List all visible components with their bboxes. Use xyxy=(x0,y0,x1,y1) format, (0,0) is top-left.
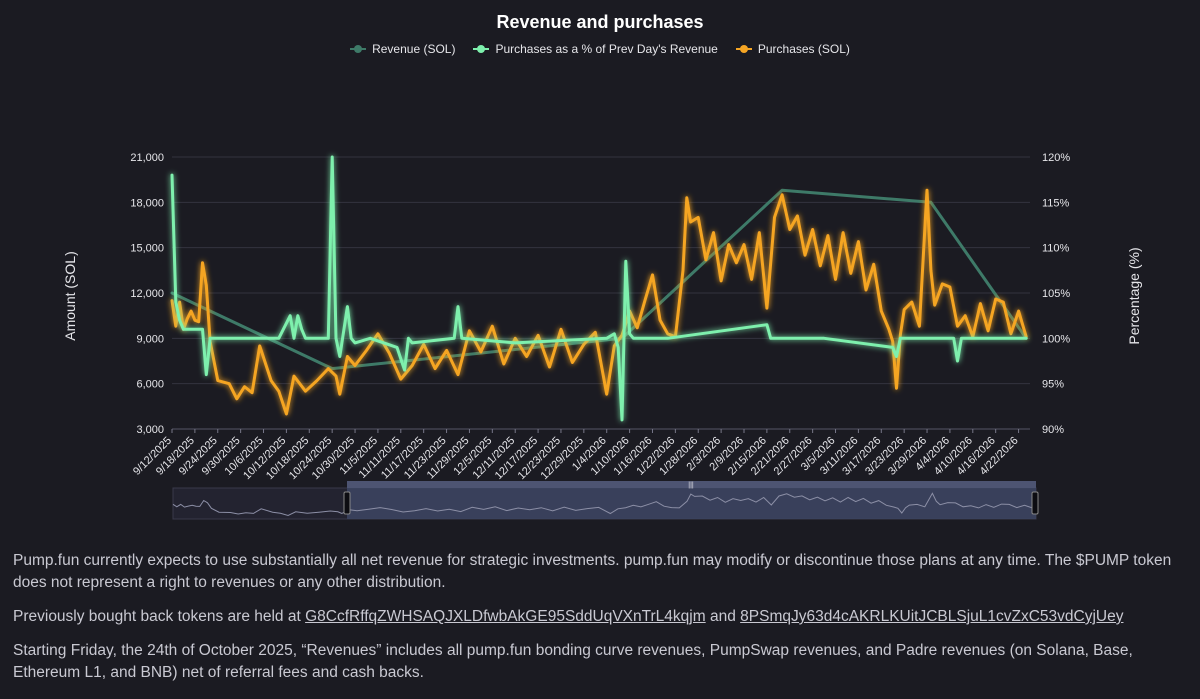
navigator-sparkline xyxy=(172,492,1033,517)
address-link-1[interactable]: G8CcfRffqZWHSAQJXLDfwbAkGE95SddUqVXnTrL4… xyxy=(305,608,706,625)
legend-swatch-revenue xyxy=(350,44,367,54)
y-tick-left: 12,000 xyxy=(130,288,164,300)
navigator-right-handle[interactable] xyxy=(1031,491,1039,515)
note-investments: Pump.fun currently expects to use substa… xyxy=(13,552,1172,591)
navigator-left-handle[interactable] xyxy=(343,491,351,515)
legend-swatch-purchase-pct xyxy=(473,44,490,54)
y-tick-right: 120% xyxy=(1042,152,1070,164)
series-revenue-line xyxy=(170,188,1028,371)
series-purchase-pct-line xyxy=(170,155,1028,422)
note-addresses-prefix: Previously bought back tokens are held a… xyxy=(13,608,306,625)
series-layer xyxy=(170,155,1028,422)
grid-layer xyxy=(172,156,1030,430)
note-addresses: Previously bought back tokens are held a… xyxy=(13,606,1188,628)
legend-label-purchase-pct: Purchases as a % of Prev Day's Revenue xyxy=(495,42,718,56)
y-tick-right: 115% xyxy=(1042,197,1070,209)
y-tick-left: 9,000 xyxy=(136,333,164,345)
chart-title: Revenue and purchases xyxy=(496,12,704,32)
address-link-2[interactable]: 8PSmqJy63d4cAKRLKUitJCBLSjuL1cvZxC53vdCy… xyxy=(740,608,1124,625)
y-tick-left: 21,000 xyxy=(130,152,164,164)
note-revenue-definition: Starting Friday, the 24th of October 202… xyxy=(13,642,1133,681)
chart-legend: Revenue (SOL) Purchases as a % of Prev D… xyxy=(0,42,1200,56)
legend-label-purchases: Purchases (SOL) xyxy=(757,42,850,56)
legend-item-revenue[interactable]: Revenue (SOL) xyxy=(350,42,455,56)
series-purchases-line xyxy=(170,188,1028,416)
y-tick-left: 6,000 xyxy=(136,379,164,391)
chart-svg: 21,000 120% 18,000 115% 15,000 110% 12,000 105%… xyxy=(130,152,1070,520)
disclaimer-notes: Pump.fun currently expects to use substa… xyxy=(13,550,1188,696)
y-tick-right: 90% xyxy=(1042,424,1064,436)
legend-swatch-purchases xyxy=(735,44,752,54)
y-tick-right: 105% xyxy=(1042,288,1070,300)
legend-label-revenue: Revenue (SOL) xyxy=(372,42,456,56)
range-navigator[interactable]: ||| xyxy=(172,481,1039,520)
navigator-grip-icon: ||| xyxy=(688,482,694,489)
legend-item-purchases[interactable]: Purchases (SOL) xyxy=(735,42,850,56)
y-tick-right: 100% xyxy=(1042,333,1070,345)
y-tick-left: 18,000 xyxy=(130,197,164,209)
y-tick-left: 3,000 xyxy=(136,424,164,436)
y-tick-right: 95% xyxy=(1042,379,1064,391)
navigator-top-bar[interactable] xyxy=(347,481,1036,488)
note-addresses-and: and xyxy=(705,608,741,625)
y-tick-left: 15,000 xyxy=(130,243,164,255)
navigator-selection[interactable] xyxy=(347,488,1036,519)
y-tick-right: 110% xyxy=(1042,243,1070,255)
legend-item-purchase-pct[interactable]: Purchases as a % of Prev Day's Revenue xyxy=(473,42,718,56)
